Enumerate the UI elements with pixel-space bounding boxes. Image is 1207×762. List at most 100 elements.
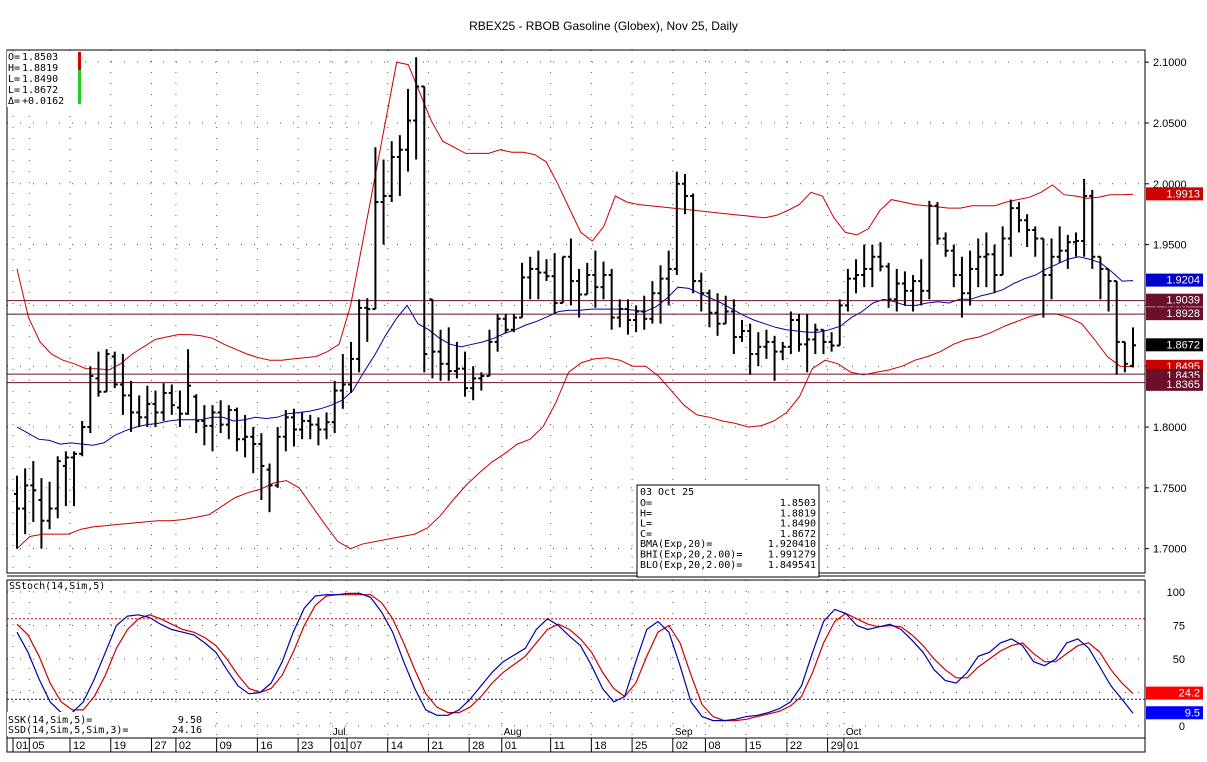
stoch-title: SStoch(14,Sim,5): [9, 581, 105, 592]
lower-band-line: [16, 313, 1134, 550]
price-tag-label: 1.8928: [1166, 308, 1200, 320]
ssd-readout-value: 24.16: [172, 725, 202, 736]
data-readout-value: 1.8672: [780, 529, 816, 540]
date-tick-label: 23: [301, 740, 313, 752]
chart-title: RBEX25 - RBOB Gasoline (Globex), Nov 25,…: [469, 19, 738, 33]
stochastic-panel: SStoch(14,Sim,5): [7, 581, 1145, 722]
stoch-tick-label: 100: [1167, 587, 1185, 599]
date-tick-label: 27: [154, 740, 166, 752]
date-tick-label: 28: [472, 740, 484, 752]
support-resistance-lines: [7, 300, 1145, 384]
date-tick-label: 18: [594, 740, 606, 752]
price-tag-label: 1.8365: [1166, 379, 1200, 391]
price-tick-label: 1.8000: [1153, 422, 1187, 434]
price-tag-label: 1.8672: [1166, 339, 1200, 351]
data-readout-label: BMA(Exp,20)=: [640, 539, 712, 550]
data-readout-label: C=: [640, 529, 652, 540]
price-tag-box: [1146, 338, 1203, 352]
price-tick-label: 2.0500: [1153, 118, 1187, 130]
data-readout-value: 1.8503: [780, 498, 816, 509]
date-tick-label: 19: [114, 740, 126, 752]
month-label: Sep: [675, 727, 693, 738]
ohlc-readout-label: L=: [8, 74, 20, 85]
price-tick-label: 1.9500: [1153, 240, 1187, 252]
price-tag-box: [1146, 293, 1203, 307]
data-readout-value: 1.991279: [768, 550, 816, 561]
ohlc-readout-label: L=: [8, 85, 20, 96]
data-readout-box: [636, 484, 820, 578]
data-readout-value: 1.920410: [768, 539, 816, 550]
price-tag-box: [1146, 377, 1203, 391]
ssd-tag: 24.2: [1179, 688, 1200, 700]
stoch-tick-label: 0: [1179, 721, 1185, 733]
date-axis-bar: [6, 737, 1146, 753]
ssd-tag-box: [1146, 686, 1203, 700]
date-tick-label: 02: [676, 740, 688, 752]
date-axis: 01 05 12 19 27 02 09 16 23 01 07 14 21 28 01 11 18 25 02 08…: [6, 727, 1146, 753]
moving-average-line: [16, 256, 1134, 446]
date-tick-label: 21: [431, 740, 443, 752]
date-tick-label: 25: [635, 740, 647, 752]
data-readout-label: BHI(Exp,20,2.00)=: [640, 550, 742, 561]
date-tick-label: 09: [220, 740, 232, 752]
ohlc-readout-label: O=: [8, 52, 20, 63]
ohlc-bars: [14, 57, 1136, 549]
date-tick-label: 29: [831, 740, 843, 752]
month-label: Aug: [504, 727, 522, 738]
date-tick-label: 14: [391, 740, 403, 752]
price-tag-label: 1.9913: [1166, 188, 1200, 200]
ssk-tag-box: [1146, 706, 1203, 720]
price-tag-box: [1146, 307, 1203, 321]
ohlc-readout-value: 1.8819: [22, 63, 58, 74]
price-tick-label: 1.7000: [1153, 544, 1187, 556]
ohlc-readout-value: 1.8503: [22, 52, 58, 63]
ssd-line: [16, 594, 1134, 722]
price-axis: 2.10002.05002.00001.95001.90001.85001.80…: [1145, 57, 1187, 733]
date-tick-label: 15: [749, 740, 761, 752]
date-tick-label: 05: [32, 740, 44, 752]
ohlc-readout-label: Δ=: [8, 96, 20, 107]
ssd-readout-label: SSD(14,Sim,5,Sim,3)=: [8, 725, 128, 736]
price-tag-box: [1146, 273, 1203, 287]
price-tag-label: 1.9204: [1166, 275, 1200, 287]
price-tag-box: [1146, 187, 1203, 201]
date-tick-label: 22: [790, 740, 802, 752]
readout-color-bar: [78, 52, 81, 70]
month-label: Jul: [333, 727, 346, 738]
date-tick-label: 02: [179, 740, 191, 752]
readout-color-bar: [78, 70, 81, 104]
ssk-tag: 9.5: [1185, 707, 1200, 719]
stoch-tick-label: 50: [1173, 654, 1185, 666]
ssk-line: [16, 592, 1134, 722]
ssk-readout-label: SSK(14,Sim,5)=: [8, 715, 92, 726]
data-readout-value: 1.8490: [780, 519, 816, 530]
ohlc-readout-label: H=: [8, 63, 20, 74]
date-tick-label: 01: [505, 740, 517, 752]
upper-band-line: [16, 61, 1134, 371]
date-tick-label: 16: [260, 740, 272, 752]
date-tick-label: 01: [334, 740, 346, 752]
bollinger-bands: [16, 61, 1134, 550]
date-tick-label: 01: [847, 740, 859, 752]
date-tick-label: 11: [554, 740, 565, 752]
ohlc-readout-box: [7, 51, 83, 107]
ssk-readout-value: 9.50: [178, 715, 202, 726]
data-readout-label: O=: [640, 498, 652, 509]
date-tick-label: 08: [708, 740, 720, 752]
price-tick-label: 2.1000: [1153, 57, 1187, 69]
data-readout-value: 1.8819: [780, 508, 816, 519]
price-tags: 1.99131.92041.90391.89281.86721.84951.84…: [1146, 187, 1203, 720]
stoch-tick-label: 75: [1173, 621, 1185, 633]
data-readout-label: H=: [640, 508, 652, 519]
data-readout-value: 1.849541: [768, 560, 816, 571]
price-tag-label: 1.9039: [1166, 295, 1200, 307]
date-tick-label: 07: [350, 740, 362, 752]
ohlc-readout-value: 1.8672: [22, 85, 58, 96]
data-readout-date: 03 Oct 25: [640, 487, 694, 498]
stoch-readout-box: [7, 712, 203, 736]
data-readout-label: L=: [640, 519, 652, 530]
date-tick-label: 12: [73, 740, 85, 752]
ohlc-readout-value: 1.8490: [22, 74, 58, 85]
